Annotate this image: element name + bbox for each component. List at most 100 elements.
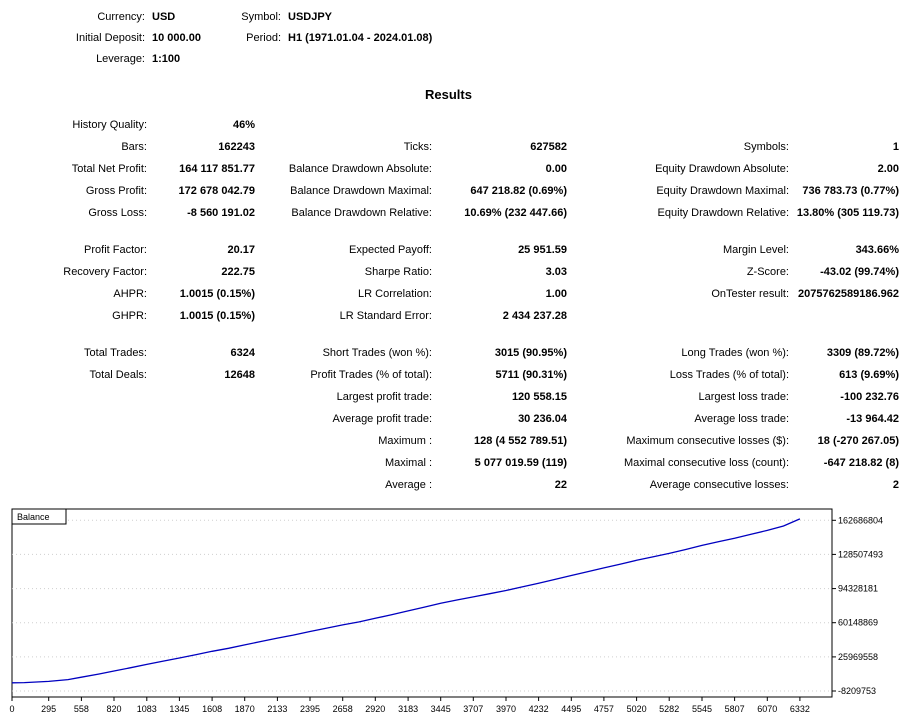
stat-value: [147, 408, 255, 430]
symbol-value: USDJPY: [288, 10, 333, 23]
x-tick-label: 4757: [594, 704, 614, 714]
stat-value: 20.17: [227, 244, 255, 256]
period-label: Period:: [246, 31, 281, 44]
stats-row: Gross Profit: 172 678 042.79 Balance Drawd…: [2, 180, 899, 202]
stat-value: 10.69% (232 447.66): [464, 207, 567, 219]
x-tick-label: 3183: [398, 704, 418, 714]
stat-value: -43.02 (99.74%): [820, 266, 899, 278]
stat-label: Z-Score:: [746, 266, 789, 278]
stat-value: 12648: [224, 369, 255, 381]
stat-label: Equity Drawdown Maximal:: [656, 185, 789, 197]
stat-label: Average consecutive losses:: [649, 479, 789, 491]
stat-label: [2, 430, 147, 452]
x-tick-label: 6070: [757, 704, 777, 714]
stat-label: LR Correlation:: [358, 288, 432, 300]
x-tick-label: 1345: [169, 704, 189, 714]
stat-label: Loss Trades (% of total):: [669, 369, 789, 381]
stat-label: Maximal consecutive loss (count):: [623, 457, 789, 469]
currency-label: Currency:: [97, 10, 145, 23]
stat-label: Total Net Profit:: [71, 163, 147, 175]
stat-value: [147, 452, 255, 474]
stat-label: Recovery Factor:: [63, 266, 147, 278]
x-tick-label: 820: [106, 704, 121, 714]
stat-value: 128 (4 552 789.51): [474, 435, 567, 447]
stat-label: [2, 386, 147, 408]
stats-row: Average profit trade: 30 236.04 Average lo…: [2, 408, 899, 430]
header-row: Currency: USD Symbol: USDJPY: [0, 6, 924, 27]
stat-label: Maximum consecutive losses ($):: [626, 435, 789, 447]
stat-value: [147, 430, 255, 452]
x-tick-label: 2133: [267, 704, 287, 714]
stat-value: 1.0015 (0.15%): [179, 310, 255, 322]
leverage-label: Leverage:: [96, 52, 145, 65]
stat-value: 172 678 042.79: [178, 185, 255, 197]
stat-value: 0.00: [545, 163, 567, 175]
stat-value: 30 236.04: [518, 413, 567, 425]
stats-row: Total Trades: 6324 Short Trades (won %): 30…: [2, 342, 899, 364]
x-tick-label: 4495: [561, 704, 581, 714]
header-row: Leverage: 1:100: [0, 48, 924, 69]
stat-label: Margin Level:: [722, 244, 789, 256]
stats-row: Recovery Factor: 222.75 Sharpe Ratio: 3.03 Z…: [2, 261, 899, 283]
x-tick-label: 0: [9, 704, 14, 714]
y-tick-label: 94328181: [838, 584, 878, 594]
x-tick-label: 4232: [529, 704, 549, 714]
stat-label: Short Trades (won %):: [322, 347, 432, 359]
stat-label: Total Trades:: [84, 347, 147, 359]
stats-row: Total Deals: 12648 Profit Trades (% of tot…: [2, 364, 899, 386]
y-tick-label: 162686804: [838, 515, 883, 525]
stats-row: Maximum : 128 (4 552 789.51) Maximum conse…: [2, 430, 899, 452]
period-value: H1 (1971.01.04 - 2024.01.08): [288, 31, 433, 44]
x-tick-label: 2658: [333, 704, 353, 714]
stat-value: 343.66%: [855, 244, 899, 256]
stat-label: Largest loss trade:: [698, 391, 790, 403]
x-tick-label: 2920: [365, 704, 385, 714]
stat-label: [567, 305, 789, 327]
stat-value: 1.0015 (0.15%): [179, 288, 255, 300]
stat-value: -100 232.76: [840, 391, 899, 403]
stat-value: 120 558.15: [511, 391, 567, 403]
balance-line: [11, 518, 801, 684]
x-tick-label: 1870: [235, 704, 255, 714]
legend-box: [11, 508, 67, 525]
x-tick-label: 558: [74, 704, 89, 714]
stat-value: 46%: [232, 119, 255, 131]
currency-value: USD: [152, 10, 176, 23]
header-row: Initial Deposit: 10 000.00 Period: H1 (1…: [0, 27, 924, 48]
x-tick-label: 3445: [431, 704, 451, 714]
x-tick-label: 1608: [202, 704, 222, 714]
stat-value: 222.75: [221, 266, 255, 278]
stat-label: Sharpe Ratio:: [364, 266, 432, 278]
stat-label: Total Deals:: [89, 369, 147, 381]
stat-label: Bars:: [121, 141, 147, 153]
stats-row: Profit Factor: 20.17 Expected Payoff: 25 95…: [2, 239, 899, 261]
x-tick-label: 6332: [790, 704, 810, 714]
stat-value: 5 077 019.59 (119): [474, 457, 567, 469]
stat-value: -13 964.42: [846, 413, 899, 425]
stat-label: LR Standard Error:: [339, 310, 432, 322]
initial-deposit-value: 10 000.00: [152, 31, 201, 44]
stat-value: 5711 (90.31%): [495, 369, 567, 381]
stats-table: History Quality: 46% Bars: 162243 Ticks: 6275…: [2, 114, 899, 496]
stat-label: Profit Factor:: [84, 244, 147, 256]
y-tick-label: 128507493: [838, 549, 883, 559]
stat-label: Gross Profit:: [85, 185, 147, 197]
stat-label: OnTester result:: [711, 288, 789, 300]
y-tick-label: -8209753: [838, 686, 876, 696]
stat-value: [147, 474, 255, 496]
stat-label: [255, 114, 432, 136]
stat-label: Balance Drawdown Relative:: [291, 207, 432, 219]
x-tick-label: 3707: [463, 704, 483, 714]
stat-value: 3015 (90.95%): [494, 347, 567, 359]
stat-label: Symbols:: [743, 141, 789, 153]
x-tick-label: 295: [41, 704, 56, 714]
stats-row: History Quality: 46%: [2, 114, 899, 136]
stat-value: 1: [892, 141, 899, 153]
stat-label: Long Trades (won %):: [681, 347, 789, 359]
stat-label: Expected Payoff:: [349, 244, 432, 256]
stat-value: 1.00: [545, 288, 567, 300]
stat-value: 627582: [530, 141, 567, 153]
stat-value: 3309 (89.72%): [826, 347, 899, 359]
stat-value: 2 434 237.28: [502, 310, 567, 322]
y-tick-label: 25969558: [838, 652, 878, 662]
